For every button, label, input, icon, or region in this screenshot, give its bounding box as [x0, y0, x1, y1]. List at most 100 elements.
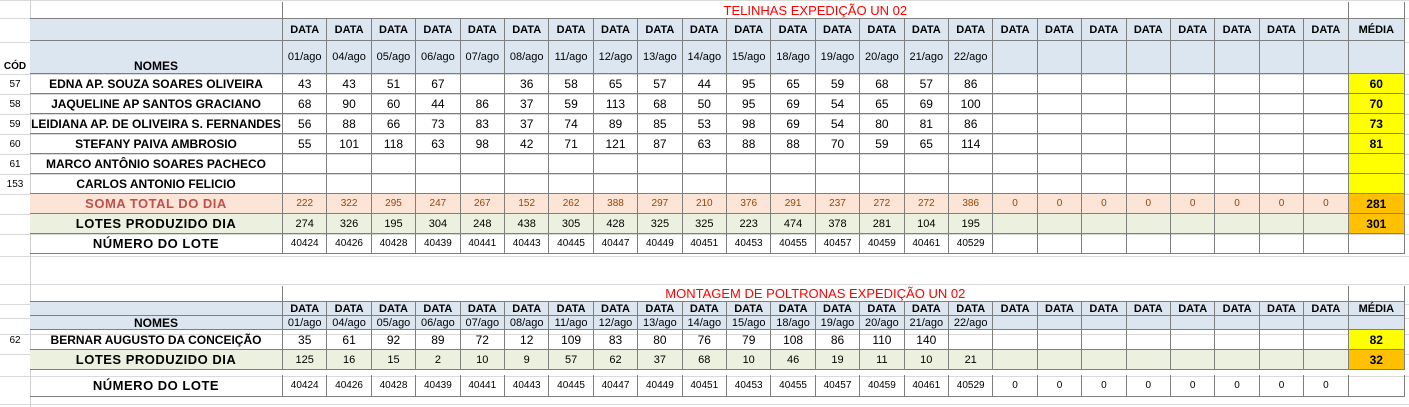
soma-value[interactable]: 272 [860, 194, 905, 214]
value-cell-empty[interactable] [505, 174, 550, 194]
date-header-empty[interactable] [1259, 316, 1305, 330]
date-header[interactable]: 18/ago [771, 41, 816, 74]
value-cell-empty[interactable] [1215, 174, 1260, 194]
soma-value[interactable]: 297 [638, 194, 683, 214]
lote-number[interactable]: 40451 [682, 234, 727, 254]
value-cell-empty[interactable] [1259, 330, 1305, 350]
date-header-empty[interactable] [1304, 41, 1349, 74]
lotes-value[interactable]: 2 [416, 350, 461, 370]
value-cell-empty[interactable] [1171, 74, 1216, 94]
title-right-blank[interactable] [1348, 286, 1405, 302]
value-cell-empty[interactable] [1037, 114, 1083, 134]
lotes-value[interactable]: 10 [460, 350, 505, 370]
value-cell[interactable]: 71 [549, 134, 594, 154]
value-cell-empty[interactable] [1082, 74, 1127, 94]
soma-value[interactable]: 210 [682, 194, 727, 214]
lotes-value[interactable]: 428 [593, 214, 639, 234]
data-column-header[interactable]: DATA [505, 19, 550, 41]
value-cell[interactable]: 65 [593, 74, 639, 94]
data-column-header[interactable]: DATA [1171, 302, 1216, 316]
data-column-header[interactable]: DATA [283, 302, 328, 316]
value-cell[interactable]: 55 [283, 134, 328, 154]
value-cell[interactable]: 65 [860, 94, 905, 114]
date-header-empty[interactable] [1171, 316, 1216, 330]
value-cell[interactable]: 113 [593, 94, 639, 114]
date-header[interactable]: 20/ago [860, 316, 905, 330]
value-cell-empty[interactable] [1259, 114, 1305, 134]
value-cell-empty[interactable] [1171, 174, 1216, 194]
value-cell[interactable]: 54 [815, 94, 861, 114]
lote-number[interactable]: 40451 [682, 375, 727, 397]
value-cell[interactable]: 98 [460, 134, 505, 154]
media-cell[interactable] [1348, 154, 1405, 174]
value-cell-empty[interactable] [371, 154, 417, 174]
numero-media-blank[interactable] [1348, 234, 1405, 254]
value-cell-empty[interactable] [549, 154, 594, 174]
lotes-value-empty[interactable] [1215, 350, 1260, 370]
lotes-value-empty[interactable] [1126, 350, 1171, 370]
cod-cell[interactable]: 62 [9, 334, 21, 346]
lote-number[interactable]: 40461 [904, 234, 949, 254]
data-column-header[interactable]: DATA [371, 19, 417, 41]
value-cell-empty[interactable] [1171, 94, 1216, 114]
data-column-header[interactable]: DATA [1126, 19, 1171, 41]
soma-value[interactable]: 322 [327, 194, 372, 214]
value-cell-empty[interactable] [1082, 330, 1127, 350]
value-cell-empty[interactable] [1037, 74, 1083, 94]
value-cell[interactable]: 68 [638, 94, 683, 114]
value-cell[interactable]: 50 [682, 94, 727, 114]
value-cell[interactable]: 121 [593, 134, 639, 154]
lotes-value-empty[interactable] [1082, 214, 1127, 234]
data-column-header[interactable]: DATA [1259, 19, 1305, 41]
value-cell[interactable]: 53 [682, 114, 727, 134]
cod-cell[interactable]: 153 [6, 178, 24, 190]
data-column-header[interactable]: DATA [371, 302, 417, 316]
cod-cell[interactable]: 57 [9, 78, 21, 90]
value-cell-empty[interactable] [815, 154, 861, 174]
person-name[interactable]: EDNA AP. SOUZA SOARES OLIVEIRA [30, 74, 283, 94]
value-cell[interactable]: 57 [904, 74, 949, 94]
value-cell-empty[interactable] [1082, 174, 1127, 194]
lotes-value[interactable]: 16 [327, 350, 372, 370]
lote-number[interactable]: 40445 [549, 375, 594, 397]
lote-number[interactable]: 0 [993, 375, 1038, 397]
title-right-blank[interactable] [1348, 2, 1405, 19]
value-cell[interactable]: 86 [949, 114, 994, 134]
lote-number[interactable]: 40424 [283, 375, 328, 397]
value-cell-empty[interactable] [549, 174, 594, 194]
value-cell-empty[interactable] [460, 174, 505, 194]
value-cell-empty[interactable] [416, 154, 461, 174]
data-column-header[interactable]: DATA [815, 19, 861, 41]
data-column-header[interactable]: DATA [1037, 19, 1083, 41]
lotes-value[interactable]: 15 [371, 350, 417, 370]
data-column-header[interactable]: DATA [860, 302, 905, 316]
value-cell[interactable]: 58 [549, 74, 594, 94]
date-header[interactable]: 14/ago [682, 41, 727, 74]
lotes-value-empty[interactable] [1126, 214, 1171, 234]
lotes-value-empty[interactable] [1259, 350, 1305, 370]
value-cell[interactable]: 42 [505, 134, 550, 154]
value-cell[interactable]: 101 [327, 134, 372, 154]
data-column-header[interactable]: DATA [549, 19, 594, 41]
date-header[interactable]: 01/ago [283, 41, 328, 74]
soma-value[interactable]: 388 [593, 194, 639, 214]
value-cell[interactable]: 88 [327, 114, 372, 134]
value-cell-empty[interactable] [1215, 114, 1260, 134]
data-column-header[interactable]: DATA [283, 19, 328, 41]
lotes-value[interactable]: 37 [638, 350, 683, 370]
media-cell[interactable]: 81 [1348, 134, 1405, 154]
lotes-produzido-label[interactable]: LOTES PRODUZIDO DIA [30, 214, 283, 234]
value-cell[interactable]: 89 [416, 330, 461, 350]
person-name[interactable]: STEFANY PAIVA AMBROSIO [30, 134, 283, 154]
value-cell[interactable]: 79 [727, 330, 772, 350]
value-cell-empty[interactable] [1215, 134, 1260, 154]
value-cell[interactable]: 51 [371, 74, 417, 94]
lote-number[interactable]: 0 [1171, 375, 1216, 397]
value-cell[interactable]: 81 [904, 114, 949, 134]
value-cell[interactable]: 83 [460, 114, 505, 134]
lotes-value[interactable]: 10 [727, 350, 772, 370]
value-cell[interactable]: 12 [505, 330, 550, 350]
data-column-header[interactable]: DATA [904, 19, 949, 41]
data-column-header[interactable]: DATA [727, 302, 772, 316]
date-header-empty[interactable] [993, 41, 1038, 74]
